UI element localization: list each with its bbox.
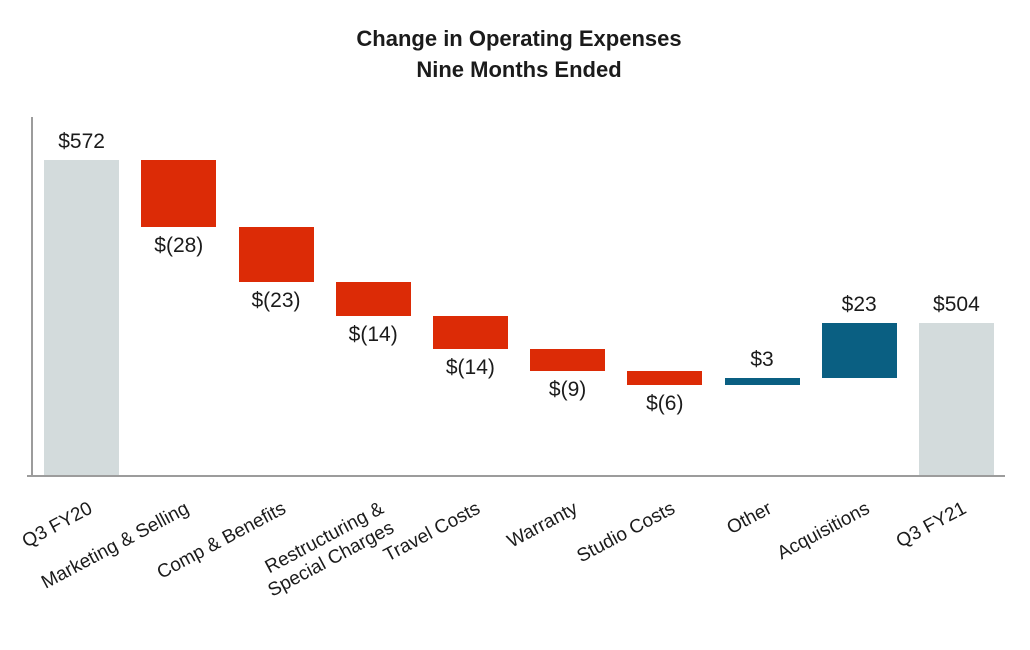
chart-title-line1: Change in Operating Expenses: [356, 26, 682, 51]
bars-layer: $572 $(28) $(23) $(14) $(14) $(9) $(6) $3 $23 $50…: [33, 117, 1005, 476]
value-label-q3-fy21: $504: [933, 292, 980, 316]
bar-other: [724, 377, 800, 386]
value-label-comp-benefits: $(23): [251, 289, 301, 313]
value-label-studio-costs: $(6): [646, 392, 684, 416]
bar-studio-costs: [627, 370, 703, 386]
bar-travel-costs: [432, 315, 508, 350]
bar-q3-fy20: [44, 160, 120, 476]
x-axis-labels: Q3 FY20 Marketing & Selling Comp & Benefit…: [18, 117, 1005, 602]
bar-q3-fy21: [918, 322, 994, 476]
bar-warranty: [530, 349, 606, 371]
value-label-other: $3: [750, 347, 774, 371]
chart-title: Change in Operating Expenses Nine Months…: [33, 24, 1005, 86]
x-axis-label-studio-costs: Studio Costs: [573, 498, 679, 568]
bar-marketing-selling: [141, 160, 217, 228]
value-label-marketing-selling: $(28): [154, 234, 204, 258]
chart-title-line2: Nine Months Ended: [416, 56, 622, 82]
x-axis-label-acquisitions: Acquisitions: [773, 498, 874, 565]
plot-area: $572 $(28) $(23) $(14) $(14) $(9) $(6) $3 $23 $50…: [18, 117, 1005, 602]
x-axis-label-q3-fy21: Q3 FY21: [893, 498, 971, 553]
value-label-q3-fy20: $572: [58, 130, 105, 154]
value-label-restructuring-special-charges: $(14): [348, 322, 398, 346]
x-axis-label-travel-costs: Travel Costs: [380, 498, 485, 567]
x-axis-line: [27, 475, 1005, 477]
value-label-acquisitions: $23: [841, 292, 877, 316]
x-axis-label-other: Other: [724, 498, 776, 539]
y-axis-line: [31, 117, 33, 477]
x-axis-label-q3-fy20: Q3 FY20: [18, 498, 96, 553]
bar-restructuring-special-charges: [335, 282, 411, 316]
bar-acquisitions: [821, 322, 897, 378]
bar-comp-benefits: [238, 227, 314, 283]
value-label-travel-costs: $(14): [445, 356, 495, 380]
value-label-warranty: $(9): [548, 377, 587, 401]
x-axis-label-warranty: Warranty: [504, 498, 582, 553]
